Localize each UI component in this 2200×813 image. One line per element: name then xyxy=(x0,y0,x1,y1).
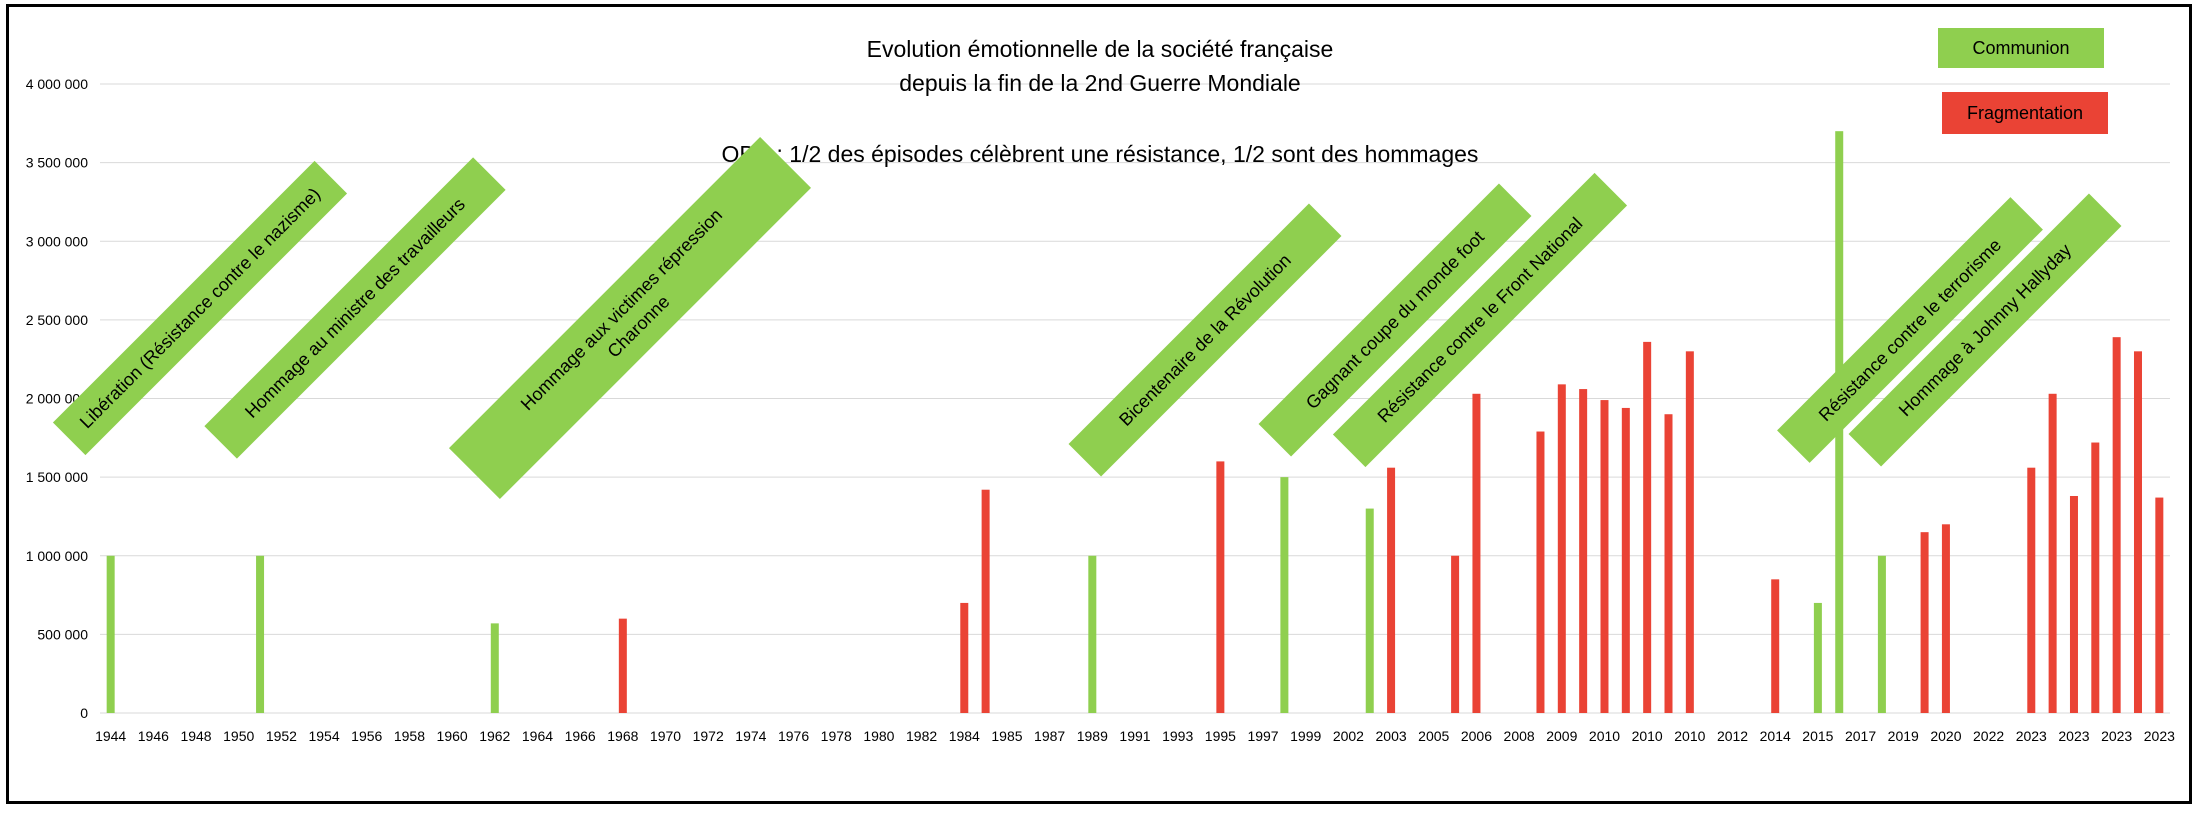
bar-fragmentation xyxy=(960,602,969,713)
x-tick-label: 1970 xyxy=(650,728,681,744)
x-tick-label: 2023 xyxy=(2144,728,2175,744)
x-tick-label: 2020 xyxy=(1930,728,1961,744)
x-tick-label: 1974 xyxy=(735,728,766,744)
bar-fragmentation xyxy=(1685,351,1694,713)
x-tick-label: 2010 xyxy=(1589,728,1620,744)
x-tick-label: 1999 xyxy=(1290,728,1321,744)
bar-fragmentation xyxy=(1387,467,1396,713)
x-tick-label: 2003 xyxy=(1376,728,1407,744)
x-tick-label: 1966 xyxy=(565,728,596,744)
bar-fragmentation xyxy=(1472,393,1481,713)
bar-fragmentation xyxy=(1621,407,1630,713)
x-tick-label: 2014 xyxy=(1760,728,1791,744)
bar-communion xyxy=(106,555,115,713)
x-tick-label: 2002 xyxy=(1333,728,1364,744)
x-tick-label: 2023 xyxy=(2058,728,2089,744)
bar-fragmentation xyxy=(1216,461,1225,713)
bar-fragmentation xyxy=(1771,579,1780,713)
x-tick-label: 2008 xyxy=(1504,728,1535,744)
x-tick-label: 2017 xyxy=(1845,728,1876,744)
x-tick-label: 1989 xyxy=(1077,728,1108,744)
chart-title-line-2: depuis la fin de la 2nd Guerre Mondiale xyxy=(899,70,1301,96)
x-tick-label: 1987 xyxy=(1034,728,1065,744)
x-tick-label: 2010 xyxy=(1674,728,1705,744)
bar-fragmentation xyxy=(618,618,627,713)
x-tick-label: 1964 xyxy=(522,728,553,744)
y-tick-label: 1 500 000 xyxy=(26,469,88,485)
bar-fragmentation xyxy=(1941,524,1950,713)
x-tick-label: 1980 xyxy=(863,728,894,744)
bar-communion xyxy=(256,555,265,713)
x-tick-label: 2023 xyxy=(2101,728,2132,744)
legend-fragmentation: Fragmentation xyxy=(1942,92,2108,134)
chart-title-line-1: Evolution émotionnelle de la société fra… xyxy=(866,36,1334,62)
x-tick-label: 2012 xyxy=(1717,728,1748,744)
bar-communion xyxy=(1813,602,1822,713)
x-tick-label: 1978 xyxy=(821,728,852,744)
y-tick-label: 3 000 000 xyxy=(26,233,88,249)
x-tick-label: 2015 xyxy=(1802,728,1833,744)
bar-fragmentation xyxy=(1579,389,1588,713)
x-tick-label: 1976 xyxy=(778,728,809,744)
bar-fragmentation xyxy=(2112,337,2121,713)
bar-fragmentation xyxy=(1643,341,1652,713)
bar-fragmentation xyxy=(2027,467,2036,713)
x-tick-label: 2006 xyxy=(1461,728,1492,744)
bar-fragmentation xyxy=(1557,384,1566,713)
y-tick-label: 4 000 000 xyxy=(26,76,88,92)
x-tick-label: 1985 xyxy=(991,728,1022,744)
x-tick-label: 1944 xyxy=(95,728,126,744)
x-tick-label: 1968 xyxy=(607,728,638,744)
x-tick-label: 2005 xyxy=(1418,728,1449,744)
bar-fragmentation xyxy=(2133,351,2142,713)
x-tick-label: 1972 xyxy=(693,728,724,744)
legend-communion: Communion xyxy=(1938,28,2104,68)
y-tick-label: 3 500 000 xyxy=(26,155,88,171)
x-axis: 1944 1946 1948 1950 1952 1954 1956 1958 1960 1962… xyxy=(95,712,2175,744)
x-tick-label: 2022 xyxy=(1973,728,2004,744)
bar-communion xyxy=(490,623,499,713)
bar-fragmentation xyxy=(1664,414,1673,713)
bar-fragmentation xyxy=(1536,431,1545,713)
y-tick-label: 0 xyxy=(80,705,88,721)
y-tick-label: 1 000 000 xyxy=(26,548,88,564)
bar-communion xyxy=(1088,555,1097,713)
bar-communion xyxy=(1280,477,1289,713)
bar-fragmentation xyxy=(1920,532,1929,713)
bar-fragmentation xyxy=(2091,442,2100,713)
bar-communion xyxy=(1365,508,1374,713)
bar-fragmentation xyxy=(2155,497,2164,713)
x-tick-label: 2019 xyxy=(1888,728,1919,744)
x-tick-label: 1993 xyxy=(1162,728,1193,744)
x-tick-label: 1960 xyxy=(437,728,468,744)
y-tick-label: 2 500 000 xyxy=(26,312,88,328)
x-tick-label: 1950 xyxy=(223,728,254,744)
bar-fragmentation xyxy=(2048,393,2057,713)
bar-fragmentation xyxy=(981,489,990,713)
x-tick-label: 1962 xyxy=(479,728,510,744)
y-tick-label: 500 000 xyxy=(37,626,88,642)
bar-communion xyxy=(1877,555,1886,713)
x-tick-label: 1991 xyxy=(1119,728,1150,744)
x-tick-label: 2009 xyxy=(1546,728,1577,744)
chart-subtitle: OBS : 1/2 des épisodes célèbrent une rés… xyxy=(721,141,1479,167)
bars xyxy=(106,131,2164,714)
x-tick-label: 1948 xyxy=(180,728,211,744)
bar-fragmentation xyxy=(1451,555,1460,713)
x-tick-label: 1954 xyxy=(308,728,339,744)
bar-fragmentation xyxy=(2069,495,2078,713)
x-tick-label: 1952 xyxy=(266,728,297,744)
x-tick-label: 1958 xyxy=(394,728,425,744)
x-tick-label: 1995 xyxy=(1205,728,1236,744)
x-tick-label: 1982 xyxy=(906,728,937,744)
x-tick-label: 1984 xyxy=(949,728,980,744)
x-tick-label: 2023 xyxy=(2016,728,2047,744)
x-tick-label: 1997 xyxy=(1247,728,1278,744)
x-tick-label: 1946 xyxy=(138,728,169,744)
x-tick-label: 2010 xyxy=(1632,728,1663,744)
x-tick-label: 1956 xyxy=(351,728,382,744)
bar-fragmentation xyxy=(1600,400,1609,713)
